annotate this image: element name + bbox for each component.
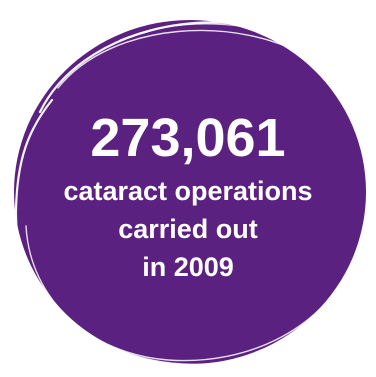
stat-caption-line-1: cataract operations [63, 176, 313, 206]
sketch-ring-top [119, 23, 301, 45]
stat-circle [14, 20, 366, 364]
stat-number: 273,061 [90, 108, 286, 168]
stat-caption-line-2: carried out [118, 214, 258, 244]
stat-caption: cataract operations carried out in 2009 [0, 172, 376, 286]
sketch-ring-inner [25, 29, 369, 362]
stat-caption-line-3: in 2009 [142, 252, 234, 282]
sketch-ring-outer [14, 21, 376, 368]
sketch-ring-bottom [97, 329, 319, 366]
